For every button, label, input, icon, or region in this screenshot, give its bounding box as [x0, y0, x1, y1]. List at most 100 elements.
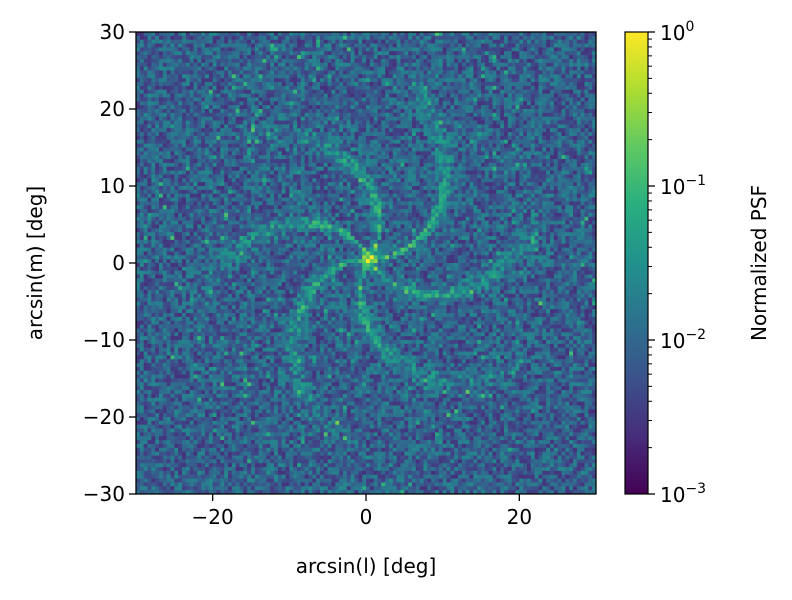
- heatmap-cell: [534, 105, 539, 110]
- heatmap-cell: [243, 112, 248, 118]
- heatmap-cell: [143, 62, 148, 68]
- heatmap-cell: [208, 139, 214, 145]
- heatmap-cell: [481, 124, 486, 129]
- heatmap-cell: [389, 139, 394, 145]
- heatmap-cell: [496, 51, 501, 56]
- heatmap-cell: [389, 174, 394, 179]
- heatmap-cell: [423, 186, 428, 191]
- heatmap-cell: [205, 124, 210, 129]
- heatmap-cell: [235, 35, 240, 41]
- heatmap-cell: [576, 124, 582, 129]
- heatmap-cell: [385, 47, 390, 52]
- heatmap-cell: [293, 35, 298, 41]
- heatmap-cell: [243, 166, 248, 172]
- heatmap-cell: [220, 74, 225, 79]
- heatmap-cell: [304, 78, 309, 83]
- heatmap-cell: [251, 174, 256, 179]
- heatmap-cell: [538, 78, 543, 83]
- heatmap-cell: [139, 105, 145, 110]
- heatmap-cell: [174, 89, 179, 95]
- heatmap-cell: [197, 143, 202, 148]
- heatmap-cell: [335, 155, 340, 160]
- heatmap-cell: [185, 47, 191, 52]
- heatmap-cell: [312, 89, 317, 95]
- heatmap-cell: [546, 74, 551, 79]
- heatmap-cell: [550, 151, 555, 156]
- heatmap-cell: [523, 62, 528, 68]
- heatmap-cell: [143, 116, 148, 122]
- heatmap-cell: [431, 159, 436, 164]
- heatmap-cell: [174, 186, 179, 191]
- heatmap-cell: [389, 182, 394, 187]
- heatmap-cell: [473, 66, 478, 71]
- heatmap-cell: [239, 35, 244, 41]
- heatmap-cell: [224, 58, 229, 64]
- heatmap-cell: [136, 109, 141, 114]
- heatmap-cell: [297, 32, 302, 37]
- heatmap-cell: [412, 97, 417, 102]
- heatmap-cell: [235, 139, 240, 145]
- heatmap-cell: [358, 178, 363, 183]
- heatmap-cell: [404, 78, 409, 83]
- heatmap-cell: [438, 97, 444, 102]
- heatmap-cell: [162, 132, 168, 137]
- heatmap-cell: [519, 74, 524, 79]
- heatmap-cell: [569, 116, 574, 122]
- heatmap-cell: [519, 170, 524, 175]
- heatmap-cell: [408, 155, 413, 160]
- heatmap-cell: [327, 47, 332, 52]
- heatmap-cell: [297, 105, 302, 110]
- heatmap-cell: [197, 82, 202, 87]
- heatmap-cell: [331, 35, 336, 41]
- heatmap-cell: [228, 162, 233, 168]
- heatmap-cell: [193, 85, 198, 91]
- heatmap-cell: [258, 124, 263, 129]
- heatmap-cell: [592, 132, 596, 137]
- heatmap-cell: [350, 151, 355, 156]
- heatmap-cell: [343, 178, 348, 183]
- heatmap-cell: [339, 155, 344, 160]
- heatmap-cell: [300, 35, 306, 41]
- heatmap-cell: [247, 170, 252, 175]
- heatmap-cell: [147, 112, 152, 118]
- heatmap-cell: [550, 166, 555, 172]
- heatmap-cell: [546, 186, 551, 191]
- heatmap-cell: [159, 62, 164, 68]
- heatmap-cell: [308, 89, 313, 95]
- heatmap-cell: [527, 43, 532, 48]
- heatmap-cell: [216, 39, 221, 45]
- heatmap-cell: [415, 116, 421, 122]
- heatmap-cell: [323, 70, 329, 75]
- heatmap-cell: [197, 109, 202, 114]
- heatmap-cell: [308, 58, 313, 64]
- heatmap-cell: [400, 43, 405, 48]
- heatmap-cell: [569, 51, 574, 56]
- heatmap-cell: [573, 139, 578, 145]
- heatmap-cell: [327, 162, 332, 168]
- heatmap-cell: [201, 155, 206, 160]
- heatmap-cell: [251, 43, 256, 48]
- heatmap-cell: [557, 62, 562, 68]
- heatmap-cell: [546, 139, 551, 145]
- heatmap-cell: [438, 162, 444, 168]
- heatmap-cell: [297, 135, 302, 141]
- heatmap-cell: [323, 139, 329, 145]
- heatmap-cell: [308, 51, 313, 56]
- heatmap-cell: [488, 97, 493, 102]
- heatmap-cell: [553, 51, 559, 56]
- heatmap-cell: [274, 70, 279, 75]
- heatmap-cell: [262, 178, 267, 183]
- heatmap-cell: [373, 162, 378, 168]
- heatmap-cell: [323, 128, 329, 133]
- heatmap-cell: [492, 109, 497, 114]
- heatmap-cell: [251, 89, 256, 95]
- heatmap-cell: [212, 66, 217, 71]
- heatmap-cell: [331, 143, 336, 148]
- heatmap-cell: [580, 170, 585, 175]
- heatmap-cell: [373, 139, 378, 145]
- heatmap-cell: [412, 32, 417, 37]
- heatmap-cell: [197, 105, 202, 110]
- heatmap-cell: [170, 174, 175, 179]
- heatmap-cell: [396, 189, 401, 195]
- heatmap-cell: [201, 93, 206, 98]
